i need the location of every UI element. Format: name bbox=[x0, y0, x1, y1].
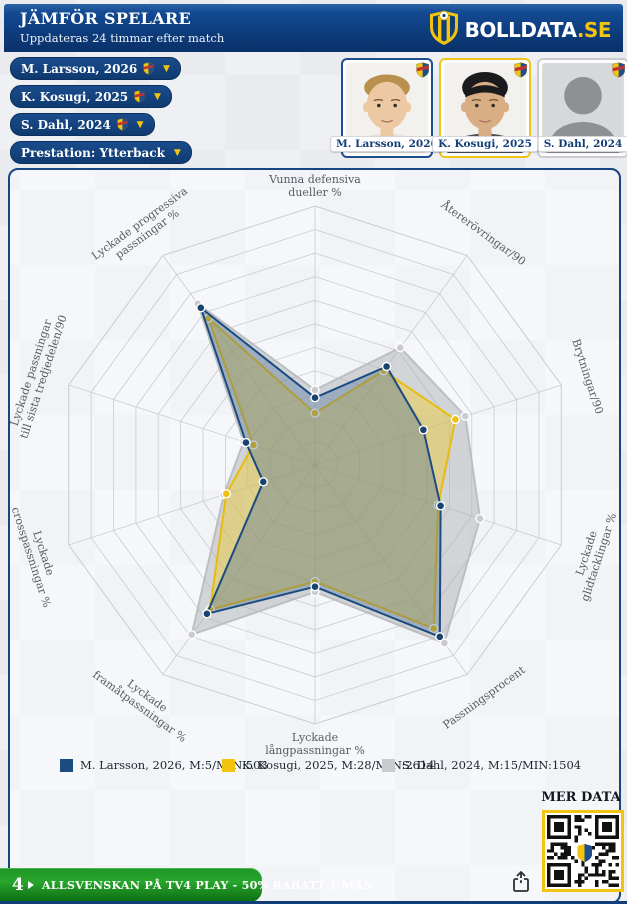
play-icon bbox=[27, 881, 34, 889]
chart-panel: Vunna defensiva dueller % Återerövringar/9… bbox=[8, 168, 624, 904]
brand-name: BOLLDATA.SE bbox=[464, 18, 612, 42]
data-point bbox=[439, 638, 450, 648]
axis-label: Lyckade passningartill sista tredjedelen… bbox=[10, 309, 70, 440]
player-card-3[interactable]: S. Dahl, 2024 bbox=[537, 58, 627, 158]
tv4-promo-banner[interactable]: 4 ALLSVENSKAN PÅ TV4 PLAY - 50% RABATT 1… bbox=[0, 868, 373, 902]
legend-label: M. Larsson, 2026, M:5/MIN:503 bbox=[80, 758, 268, 772]
axis-label: Återerövringar/90 bbox=[438, 197, 529, 268]
player-card-1[interactable]: M. Larsson, 2026 bbox=[330, 58, 444, 158]
dropdown-label: S. Dahl, 2024 bbox=[21, 117, 111, 132]
data-point bbox=[310, 408, 320, 418]
player-card-row: M. Larsson, 2026 K. Kosugi, 2025 S. Dahl… bbox=[330, 58, 627, 158]
club-crest-icon bbox=[612, 62, 625, 78]
legend-item-3: S. Dahl, 2024, M:15/MIN:1504 bbox=[382, 758, 581, 772]
data-point bbox=[381, 361, 392, 372]
legend-swatch bbox=[60, 758, 73, 772]
player-name-label: S. Dahl, 2024 bbox=[537, 136, 627, 152]
player-name-label: K. Kosugi, 2025 bbox=[432, 136, 538, 152]
data-point bbox=[310, 385, 320, 395]
brand-shield-icon bbox=[429, 10, 459, 50]
tv4-channel-logo: 4 bbox=[12, 874, 24, 895]
legend-item-1: M. Larsson, 2026, M:5/MIN:503 bbox=[60, 758, 268, 772]
dropdown-label: M. Larsson, 2026 bbox=[21, 61, 138, 76]
axis-label: Lyckadeglidtacklingar % bbox=[566, 508, 617, 603]
data-point bbox=[450, 414, 461, 425]
data-point bbox=[241, 437, 251, 448]
player-filter-dropdown-2[interactable]: K. Kosugi, 2025 ▼ bbox=[10, 85, 172, 108]
player-filter-dropdown-3[interactable]: S. Dahl, 2024 ▼ bbox=[10, 113, 155, 136]
chevron-down-icon: ▼ bbox=[136, 119, 144, 130]
chart-legend: M. Larsson, 2026, M:5/MIN:503 K. Kosugi,… bbox=[10, 758, 619, 780]
data-point bbox=[460, 411, 470, 421]
data-point bbox=[310, 392, 320, 403]
data-point bbox=[475, 513, 485, 524]
data-point bbox=[186, 630, 197, 640]
qr-code bbox=[542, 810, 624, 892]
data-point bbox=[435, 501, 446, 511]
player-name-label: M. Larsson, 2026 bbox=[330, 136, 444, 152]
grid-spoke bbox=[68, 464, 316, 546]
grid-center-dot bbox=[313, 463, 317, 467]
grid-spoke bbox=[162, 255, 316, 466]
axis-label: Brytningar/90 bbox=[569, 337, 606, 415]
chevron-down-icon: ▼ bbox=[173, 147, 181, 158]
data-point bbox=[429, 623, 439, 634]
grid-spoke bbox=[314, 255, 468, 466]
data-point bbox=[395, 342, 405, 353]
grid-spoke bbox=[314, 384, 562, 466]
legend-swatch bbox=[382, 758, 395, 772]
share-icon[interactable] bbox=[510, 870, 532, 894]
player-filter-dropdown-1[interactable]: M. Larsson, 2026 ▼ bbox=[10, 57, 181, 80]
data-point bbox=[435, 632, 445, 642]
chevron-down-icon: ▼ bbox=[153, 91, 161, 102]
data-point bbox=[418, 425, 429, 435]
legend-swatch bbox=[222, 758, 235, 772]
club-crest-icon bbox=[117, 118, 128, 131]
legend-label: S. Dahl, 2024, M:15/MIN:1504 bbox=[402, 758, 582, 772]
data-point bbox=[202, 609, 212, 619]
axis-label: Lyckadecrosspassningar % bbox=[10, 501, 66, 609]
page-title: JÄMFÖR SPELARE bbox=[20, 9, 191, 28]
radar-chart: Vunna defensiva dueller % Återerövringar/9… bbox=[10, 173, 617, 757]
bottom-border bbox=[0, 901, 627, 904]
player-card-2[interactable]: K. Kosugi, 2025 bbox=[432, 58, 538, 158]
axis-label: Lyckade progressivapassningar % bbox=[89, 184, 198, 273]
club-crest-icon bbox=[143, 62, 154, 75]
filter-dropdown-group: M. Larsson, 2026 ▼ K. Kosugi, 2025 ▼ S. Da… bbox=[10, 57, 192, 169]
grid-spoke bbox=[162, 464, 316, 675]
club-crest-icon bbox=[416, 62, 429, 78]
data-point bbox=[196, 303, 206, 313]
axis-label: Passningsprocent bbox=[440, 663, 528, 732]
data-point bbox=[258, 477, 269, 487]
page-subtitle: Uppdateras 24 timmar efter match bbox=[20, 31, 225, 45]
grid-spoke bbox=[68, 384, 316, 466]
axis-label: Vunna defensiva dueller % bbox=[268, 173, 361, 199]
promo-text: ALLSVENSKAN PÅ TV4 PLAY - 50% RABATT 1 M… bbox=[41, 878, 374, 892]
axis-label: Lyckade långpassningar % bbox=[265, 731, 365, 757]
metric-filter-dropdown[interactable]: Prestation: Ytterback ▼ bbox=[10, 141, 192, 164]
club-crest-icon bbox=[134, 90, 145, 103]
mer-data-label: MER DATA bbox=[541, 790, 621, 805]
axis-label: Lyckadeframåtpassningar % bbox=[90, 658, 196, 745]
data-point bbox=[310, 582, 320, 592]
dropdown-label: K. Kosugi, 2025 bbox=[21, 89, 129, 104]
data-point bbox=[221, 489, 232, 499]
chevron-down-icon: ▼ bbox=[163, 63, 170, 74]
brand-logo: BOLLDATA.SE bbox=[429, 10, 612, 50]
header-bar: JÄMFÖR SPELARE Uppdateras 24 timmar efte… bbox=[4, 4, 623, 52]
club-crest-icon bbox=[514, 62, 527, 78]
dropdown-label: Prestation: Ytterback bbox=[21, 145, 165, 160]
